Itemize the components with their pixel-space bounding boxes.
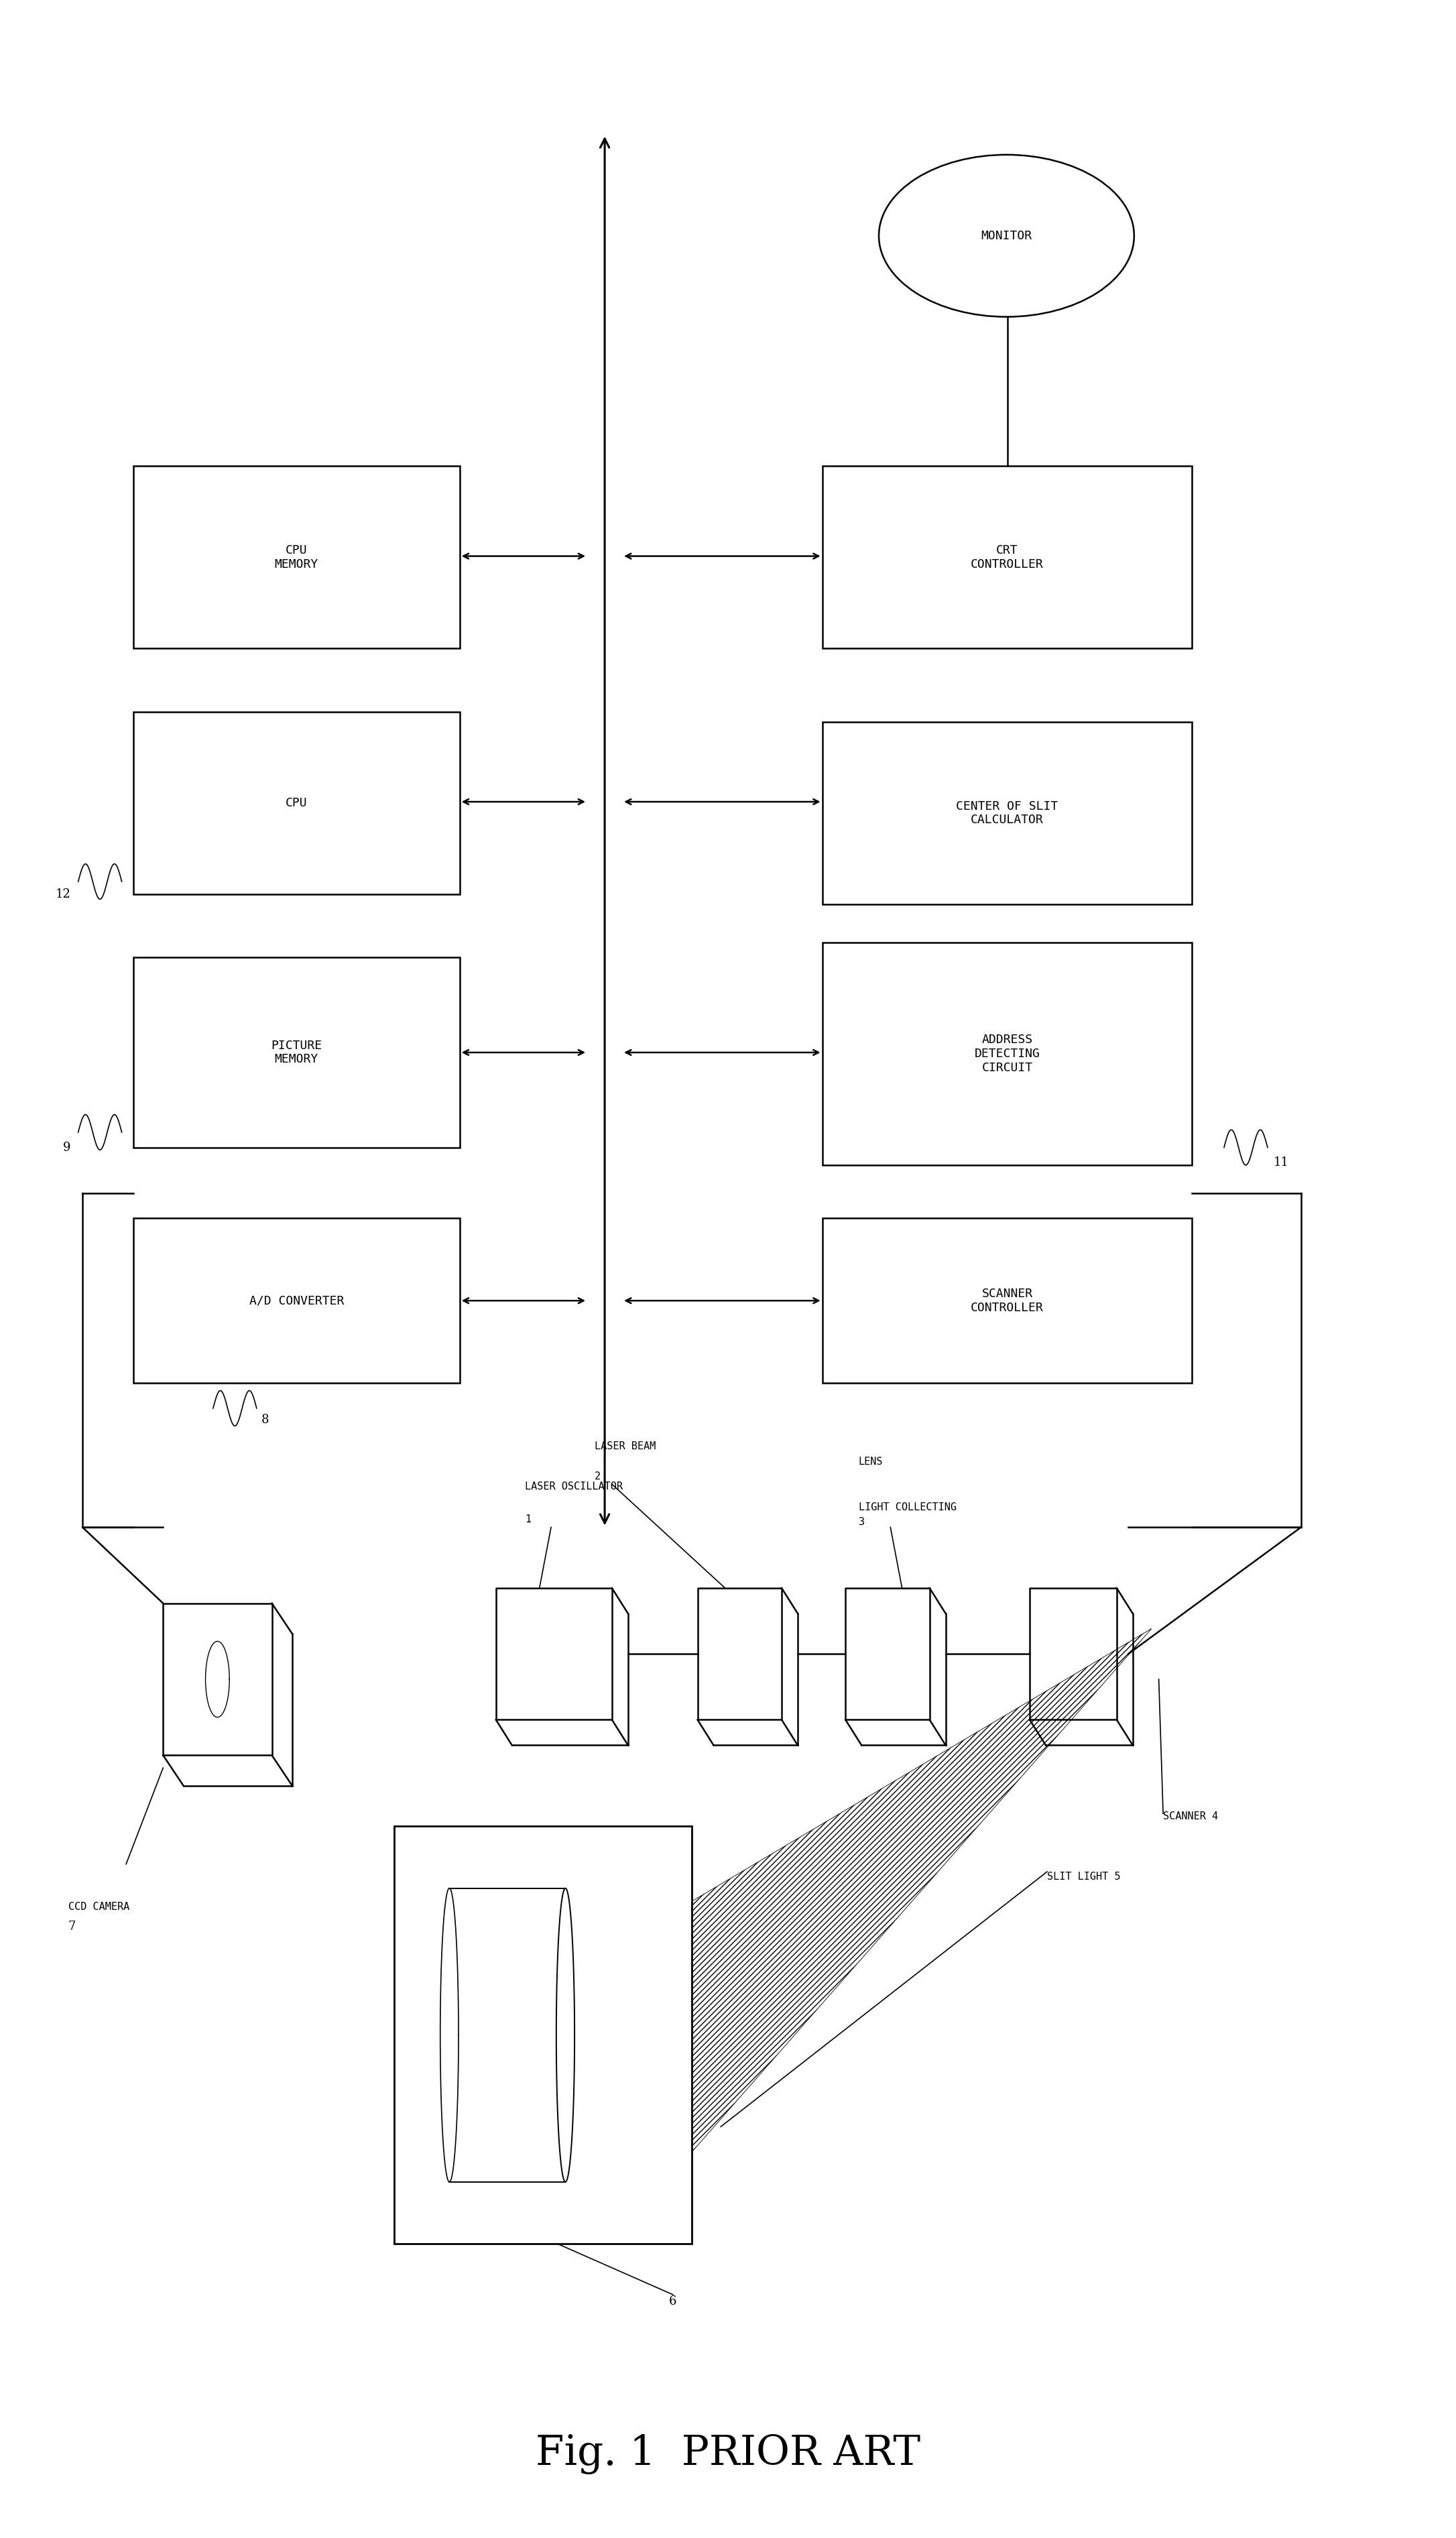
Text: 8: 8 xyxy=(261,1414,269,1426)
Text: 9: 9 xyxy=(63,1142,71,1152)
Text: LENS: LENS xyxy=(859,1457,882,1467)
Ellipse shape xyxy=(879,155,1134,317)
Text: CPU
MEMORY: CPU MEMORY xyxy=(275,543,319,571)
Text: LASER BEAM: LASER BEAM xyxy=(594,1442,655,1452)
Bar xyxy=(134,467,460,650)
Text: SCANNER
CONTROLLER: SCANNER CONTROLLER xyxy=(971,1287,1044,1315)
Text: 1: 1 xyxy=(526,1515,531,1525)
Bar xyxy=(134,957,460,1147)
Text: MONITOR: MONITOR xyxy=(981,231,1032,241)
Bar xyxy=(823,721,1192,904)
Text: SCANNER 4: SCANNER 4 xyxy=(1163,1812,1219,1822)
Text: Fig. 1  PRIOR ART: Fig. 1 PRIOR ART xyxy=(536,2434,920,2475)
Text: CRT
CONTROLLER: CRT CONTROLLER xyxy=(971,543,1044,571)
Text: LASER OSCILLATOR: LASER OSCILLATOR xyxy=(526,1482,623,1492)
Bar xyxy=(395,1827,692,2244)
Bar xyxy=(134,1218,460,1383)
Bar xyxy=(823,467,1192,650)
Text: LIGHT COLLECTING: LIGHT COLLECTING xyxy=(859,1502,957,1513)
Text: CENTER OF SLIT
CALCULATOR: CENTER OF SLIT CALCULATOR xyxy=(957,799,1059,827)
Text: 12: 12 xyxy=(55,888,71,901)
Bar xyxy=(823,1218,1192,1383)
Text: 6: 6 xyxy=(668,2294,677,2307)
Text: PICTURE
MEMORY: PICTURE MEMORY xyxy=(271,1041,322,1066)
Text: 11: 11 xyxy=(1274,1157,1289,1167)
Text: 7: 7 xyxy=(68,1921,76,1931)
Text: CPU: CPU xyxy=(285,797,307,810)
Text: CCD CAMERA: CCD CAMERA xyxy=(68,1901,130,1911)
Text: 2: 2 xyxy=(594,1472,601,1482)
Text: SLIT LIGHT 5: SLIT LIGHT 5 xyxy=(1047,1873,1121,1881)
Bar xyxy=(823,942,1192,1165)
Bar xyxy=(134,711,460,893)
Text: A/D CONVERTER: A/D CONVERTER xyxy=(249,1294,344,1307)
Text: ADDRESS
DETECTING
CIRCUIT: ADDRESS DETECTING CIRCUIT xyxy=(974,1033,1040,1074)
Text: 3: 3 xyxy=(859,1518,865,1528)
